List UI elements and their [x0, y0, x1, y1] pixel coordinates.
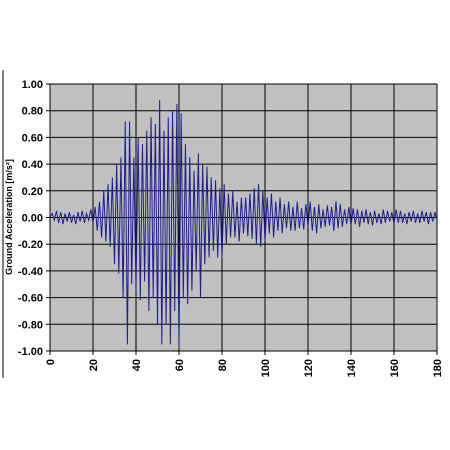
y-tick-label: 1.00 [22, 79, 43, 91]
y-tick-label: 0.80 [22, 106, 43, 118]
x-tick-label: 100 [260, 359, 272, 377]
y-tick-label: -0.60 [18, 293, 43, 305]
x-tick-label: 180 [432, 359, 444, 377]
y-tick-label: 0.00 [22, 213, 43, 225]
y-tick-label: 0.20 [22, 186, 43, 198]
y-tick-label: -0.40 [18, 266, 43, 278]
x-tick-label: 0 [45, 359, 57, 365]
series-line [49, 100, 438, 349]
y-tick-label: 0.40 [22, 159, 43, 171]
x-tick-label: 60 [174, 359, 186, 371]
x-tick-label: 40 [131, 359, 143, 371]
x-tick-label: 120 [303, 359, 315, 377]
y-tick-label: -0.80 [18, 319, 43, 331]
y-axis-label: Ground Acceleration [m/s²] [4, 159, 14, 275]
x-tick-label: 80 [217, 359, 229, 371]
x-tick-label: 160 [389, 359, 401, 377]
y-tick-label: -0.20 [18, 239, 43, 251]
y-tick-label: 0.60 [22, 132, 43, 144]
y-tick-label: -1.00 [18, 346, 43, 358]
x-tick-label: 140 [346, 359, 358, 377]
x-tick-label: 20 [88, 359, 100, 371]
